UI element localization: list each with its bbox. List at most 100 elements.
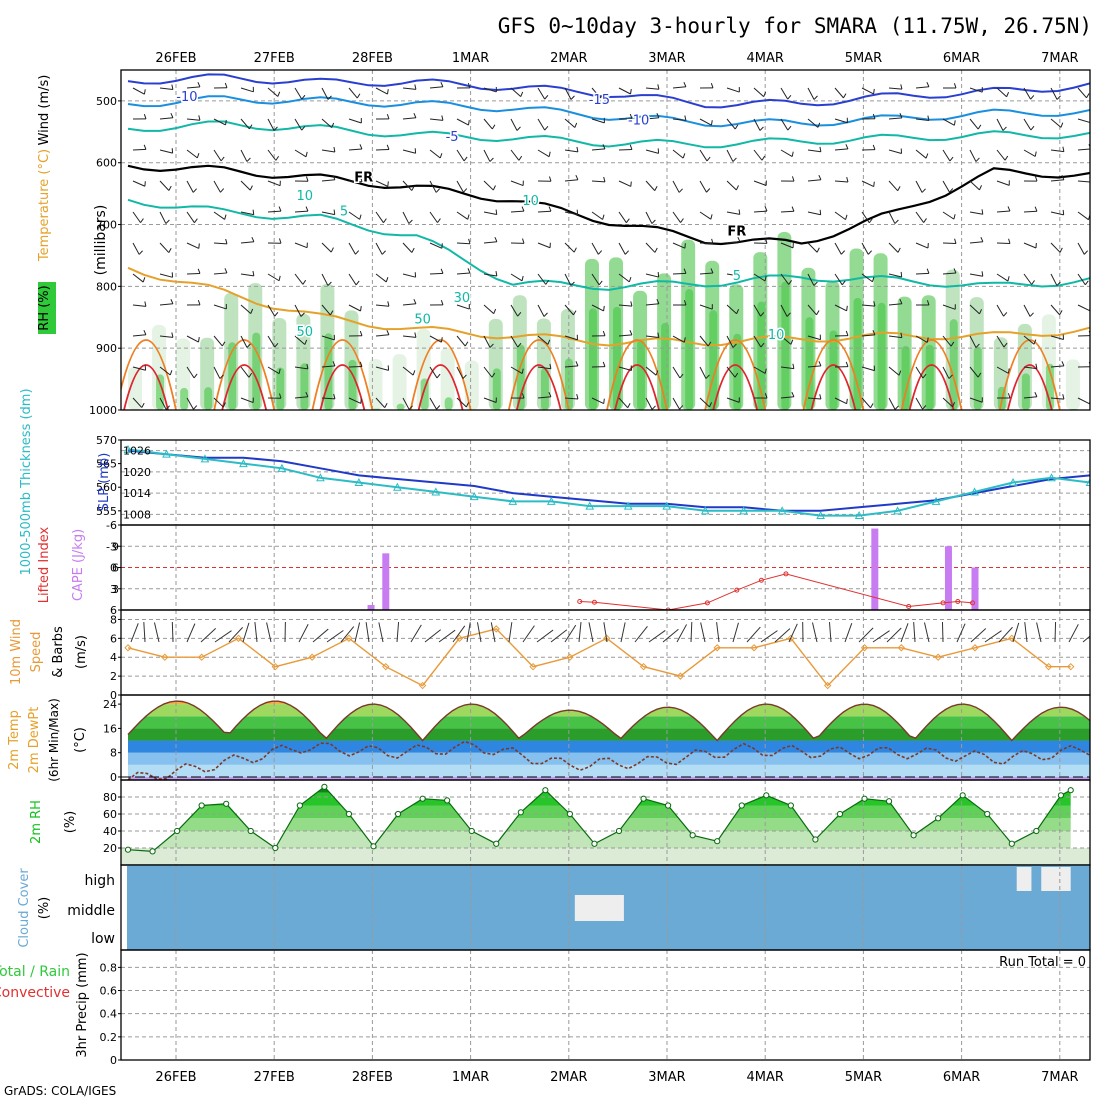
wind-barb bbox=[321, 304, 331, 316]
date-label-bottom: 6MAR bbox=[943, 1070, 980, 1085]
wind-speed-marker bbox=[529, 662, 537, 671]
rh-marker bbox=[1067, 787, 1074, 794]
wind-barb-flag bbox=[899, 298, 903, 304]
rh-shade bbox=[1065, 359, 1080, 410]
wind-barb bbox=[159, 242, 170, 253]
wind-barb bbox=[699, 118, 712, 126]
wind-barb bbox=[186, 397, 194, 410]
wind-barb-flag bbox=[333, 209, 336, 215]
wind-barb bbox=[807, 149, 821, 153]
wind-barb-flag bbox=[246, 343, 251, 348]
wind-speed-marker bbox=[345, 634, 353, 643]
wind-barb-flag bbox=[981, 209, 984, 215]
wind-barb-flag bbox=[629, 113, 633, 119]
date-label-top: 2MAR bbox=[550, 51, 587, 66]
wind-barb bbox=[321, 242, 332, 253]
cloud-gap bbox=[1016, 867, 1032, 891]
wind-barb bbox=[348, 304, 361, 312]
wind-barb-flag bbox=[138, 250, 143, 255]
wind-barb-flag bbox=[791, 206, 795, 212]
slp-panel-plot bbox=[121, 440, 1090, 525]
wind-barb-flag bbox=[926, 300, 930, 306]
wind-barb bbox=[672, 366, 681, 379]
wind-barb-flag bbox=[1030, 125, 1035, 131]
y-tick-label: -3 bbox=[106, 540, 117, 553]
surface-wind-barb bbox=[424, 629, 442, 643]
cape-tick-label: 6 bbox=[112, 562, 119, 575]
wind-barb bbox=[699, 272, 714, 275]
wind-barb bbox=[510, 180, 524, 187]
wind-barb-flag bbox=[494, 236, 498, 242]
wind-barb bbox=[267, 366, 280, 375]
wind-barb-flag bbox=[630, 301, 633, 307]
y-tick-label: 0.6 bbox=[100, 985, 118, 998]
wind-barb-flag bbox=[1062, 146, 1065, 152]
isotherm-warm bbox=[121, 339, 177, 410]
wind-barb bbox=[240, 180, 251, 191]
wind-barb bbox=[807, 273, 815, 286]
rh-shade-dense bbox=[637, 340, 646, 410]
wind-barb-flag bbox=[165, 405, 170, 410]
surface-wind-barb bbox=[410, 624, 422, 643]
wind-barb-flag bbox=[468, 238, 471, 244]
y-tick-label: 1026 bbox=[123, 445, 151, 458]
wind-barb bbox=[294, 396, 308, 399]
wind-barb bbox=[753, 118, 761, 131]
wind-barb-flag bbox=[522, 238, 525, 244]
wind-barb bbox=[348, 180, 363, 183]
wind-barb-flag bbox=[381, 250, 386, 255]
rh-shade-dense bbox=[300, 363, 309, 410]
wind-barb bbox=[429, 242, 443, 249]
wind-barb bbox=[915, 242, 929, 249]
y-tick-label: 8 bbox=[110, 613, 117, 626]
wind-barb-flag bbox=[603, 176, 606, 182]
y-tick-label: 20 bbox=[103, 842, 117, 855]
wind-barb-flag bbox=[952, 402, 956, 407]
isotherm-warm bbox=[712, 364, 759, 410]
wind-barb-flag bbox=[788, 280, 792, 285]
thickness-marker bbox=[546, 496, 556, 505]
wind-barb-flag bbox=[846, 305, 848, 311]
wind-barb-flag bbox=[1060, 122, 1064, 128]
wind-barb bbox=[375, 242, 383, 255]
wind-barb-flag bbox=[953, 83, 957, 89]
wind-barb-flag bbox=[330, 247, 334, 253]
wind-barb-flag bbox=[630, 88, 632, 95]
wind-barb bbox=[888, 117, 902, 120]
wind-barb-flag bbox=[843, 93, 847, 99]
wind-barb bbox=[510, 366, 523, 375]
wind-barb-flag bbox=[492, 185, 496, 191]
wind-barb-flag bbox=[220, 156, 225, 162]
wind-barb-flag bbox=[1003, 342, 1008, 348]
wind-barb bbox=[186, 335, 199, 343]
isotherm-10 bbox=[127, 266, 1090, 347]
wind-barb bbox=[213, 272, 227, 275]
wind-barb-flag bbox=[899, 113, 903, 119]
rh-shade-dense bbox=[925, 344, 934, 410]
wind-barb bbox=[132, 273, 144, 283]
wind-barb bbox=[159, 149, 173, 154]
wind-barb bbox=[780, 149, 793, 158]
wind-barb bbox=[375, 148, 390, 151]
wind-barb-flag bbox=[1056, 281, 1061, 286]
wind-barb-flag bbox=[598, 250, 603, 255]
wind-barb-flag bbox=[977, 372, 982, 378]
axis-label: Lifted Index bbox=[37, 526, 52, 603]
wind-barb bbox=[969, 87, 983, 93]
wind-barb bbox=[456, 397, 467, 408]
surface-wind-barb bbox=[970, 628, 987, 643]
surface-wind-barb bbox=[354, 622, 361, 643]
wind-barb bbox=[429, 118, 443, 121]
wind-barb bbox=[726, 180, 737, 191]
thickness-marker bbox=[431, 487, 441, 496]
wind-barb bbox=[753, 87, 765, 98]
wind-barb bbox=[456, 304, 470, 310]
wind-barb-flag bbox=[627, 403, 631, 408]
wind-barb bbox=[645, 273, 659, 278]
wind-barb bbox=[645, 87, 659, 90]
wind-barb-flag bbox=[813, 281, 818, 286]
surface-wind-barb bbox=[634, 626, 648, 643]
wind-barb-flag bbox=[1007, 276, 1010, 282]
wind-barb bbox=[996, 210, 1011, 213]
wind-barb-flag bbox=[737, 236, 741, 242]
